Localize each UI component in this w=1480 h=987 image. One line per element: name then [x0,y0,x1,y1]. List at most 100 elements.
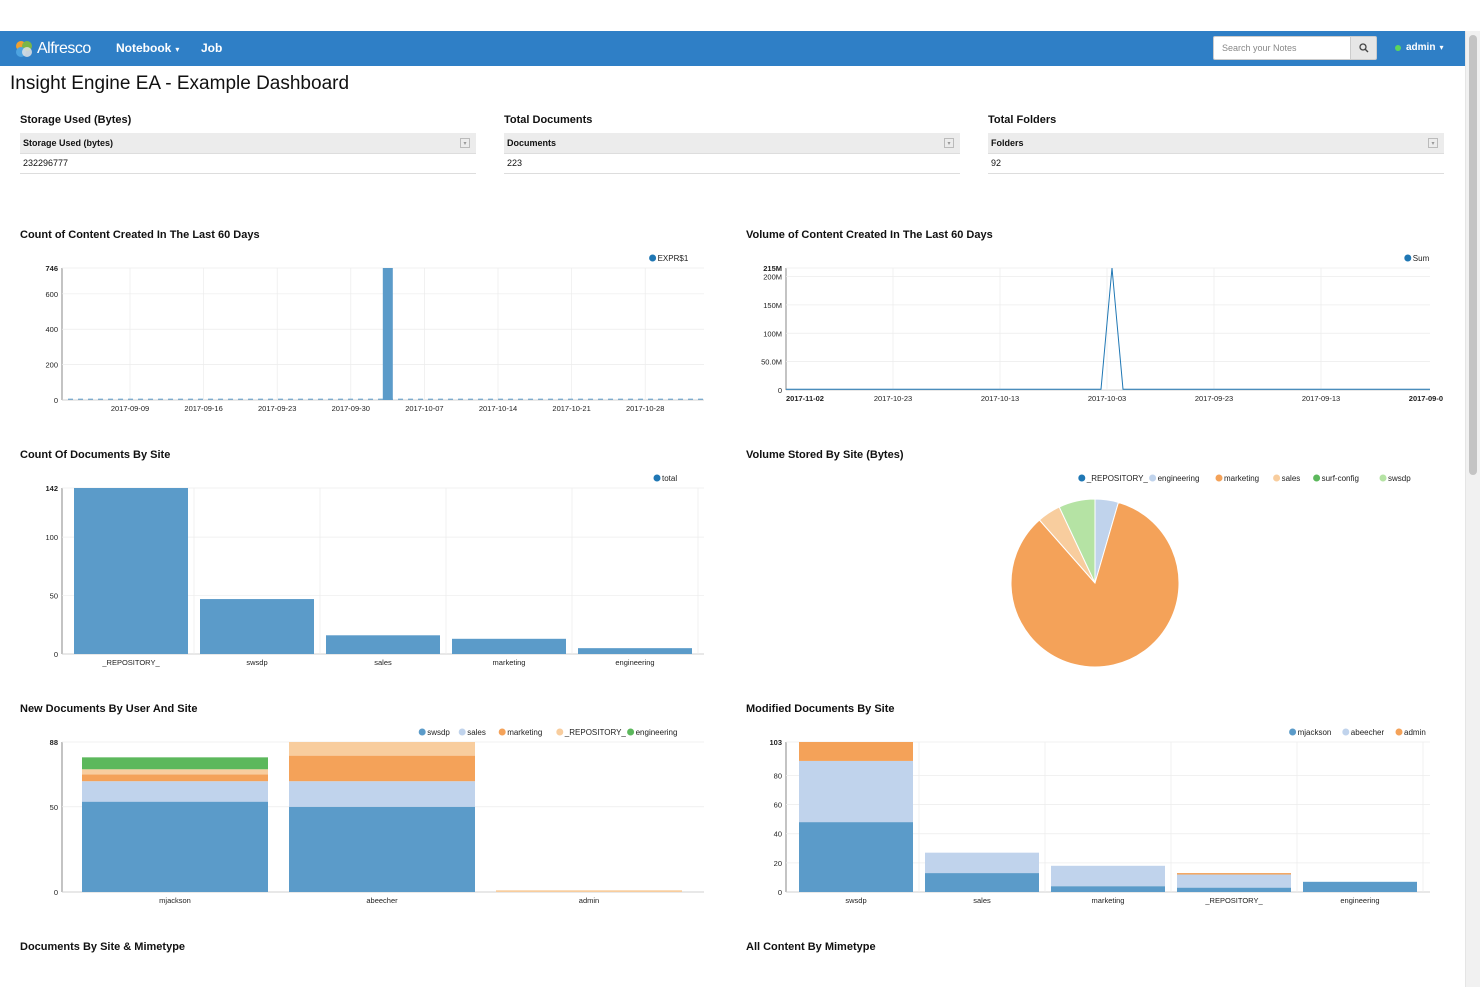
filter-icon[interactable]: ▾ [1428,138,1438,148]
page-scrollbar[interactable] [1465,31,1480,987]
x-tick-label: sales [973,896,991,905]
stacked-bar-segment [82,801,268,892]
table-header: Folders ▾ [988,133,1444,154]
stacked-bar-segment [1177,887,1291,892]
stacked-bar-segment [289,742,475,756]
pie-slice [1058,498,1096,584]
navbar: Alfresco Notebook▾ Job admin ▾ [0,31,1465,66]
table-column-label: Documents [507,138,557,148]
filter-icon[interactable]: ▾ [944,138,954,148]
legend-label: total [662,474,677,483]
legend-label: engineering [636,728,678,737]
filter-icon[interactable]: ▾ [460,138,470,148]
legend-label: _REPOSITORY_ [1086,474,1149,483]
legend-swatch-icon [649,254,657,262]
x-tick-label: 2017-09-23 [1195,394,1233,403]
count-60-chart: 0 200 400 600 746 EXPR$1 2017-09-09 2017-09-16 2… [45,254,704,413]
legend-label: sales [1282,474,1301,483]
table-header: Storage Used (bytes) ▾ [20,133,476,154]
modified-docs-chart: 0 20 40 60 80 103 admin abeecher mjackson swsdp sa… [769,728,1430,905]
scrollbar-thumb[interactable] [1469,35,1477,475]
y-tick-label: 80 [774,771,782,780]
legend-swatch-icon [418,728,426,736]
legend-swatch-icon [1395,728,1403,736]
y-tick-label: 0 [54,650,58,659]
legend-label: admin [1404,728,1426,737]
search-button[interactable] [1350,36,1377,60]
user-name: admin [1406,42,1436,53]
stacked-bar-segment [82,769,268,775]
legend-label: marketing [1224,474,1259,483]
stacked-bar-segment [82,774,268,782]
y-tick-label: 200M [763,273,782,282]
pie-slice [1010,501,1180,668]
legend-label: engineering [1158,474,1200,483]
nav-notebook[interactable]: Notebook ▾ [116,41,179,55]
storage-table: Storage Used (bytes) ▾ 232296777 [20,133,476,174]
y-tick-label: 0 [54,396,58,405]
stacked-bar-segment [1303,881,1417,892]
x-tick-label: swsdp [246,658,267,667]
legend-swatch-icon [458,728,466,736]
legend-swatch-icon [1273,474,1281,482]
legend-swatch-icon [1379,474,1387,482]
x-tick-label: _REPOSITORY_ [101,658,160,667]
bar [200,599,314,654]
y-tick-label: 103 [769,738,782,747]
brand-logo[interactable]: Alfresco [14,38,91,60]
y-tick-label: 0 [778,386,782,395]
stacked-bar-segment [1051,865,1165,887]
chevron-down-icon: ▾ [175,45,180,54]
legend-label: swsdp [1388,474,1411,483]
user-menu[interactable]: admin ▾ [1395,42,1443,53]
y-tick-label: 20 [774,859,782,868]
legend-swatch-icon [653,474,661,482]
x-tick-label: abeecher [366,896,398,905]
legend-label: surf-config [1322,474,1359,483]
volume-60-title: Volume of Content Created In The Last 60… [746,229,993,241]
docs-by-site-chart: 0 50 100 142 total _REPOSITORY_ swsdp sales mark… [45,474,704,667]
search-input[interactable] [1213,36,1351,60]
nav-notebook-label: Notebook [116,41,172,55]
x-tick-label: admin [579,896,599,905]
legend-label: EXPR$1 [658,254,689,263]
x-tick-label: 2017-10-14 [479,404,517,413]
stacked-bar-segment [1051,886,1165,892]
y-tick-label: 60 [774,801,782,810]
count-60-title: Count of Content Created In The Last 60 … [20,229,260,241]
storage-title: Storage Used (Bytes) [20,114,132,126]
legend-swatch-icon [1289,728,1297,736]
legend-label: Sum [1413,254,1430,263]
x-tick-label: marketing [493,658,526,667]
series-line [786,267,1430,390]
search-icon [1358,43,1368,53]
alfresco-logo-icon [16,41,32,57]
table-header: Documents ▾ [504,133,960,154]
stacked-bar-segment [925,873,1039,892]
new-docs-chart: 0 50 88 engineering _REPOSITORY_ marketing sal… [50,728,704,905]
legend-swatch-icon [1342,728,1350,736]
new-docs-title: New Documents By User And Site [20,703,198,715]
stacked-bar-segment [1177,874,1291,888]
x-tick-label: 2017-09-0 [1409,394,1443,403]
stacked-bar-segment [496,890,682,892]
x-tick-label: 2017-10-28 [626,404,664,413]
legend-swatch-icon [556,728,564,736]
x-tick-label: 2017-09-16 [184,404,222,413]
x-tick-label: 2017-09-23 [258,404,296,413]
status-dot-icon [1395,44,1401,51]
x-tick-label: 2017-09-13 [1302,394,1340,403]
page-title: Insight Engine EA - Example Dashboard [10,73,350,94]
x-tick-label: marketing [1092,896,1125,905]
y-tick-label: 40 [774,830,782,839]
y-tick-label: 200 [45,361,58,370]
nav-job[interactable]: Job [201,41,222,55]
x-tick-label: 2017-09-09 [111,404,149,413]
table-column-label: Storage Used (bytes) [23,138,114,148]
folders-title: Total Folders [988,114,1057,126]
y-tick-label: 142 [45,484,58,493]
volume-by-site-chart: swsdp surf-config sales marketing engineerin… [1010,474,1411,668]
stacked-bar-segment [289,755,475,782]
bar [452,638,566,654]
